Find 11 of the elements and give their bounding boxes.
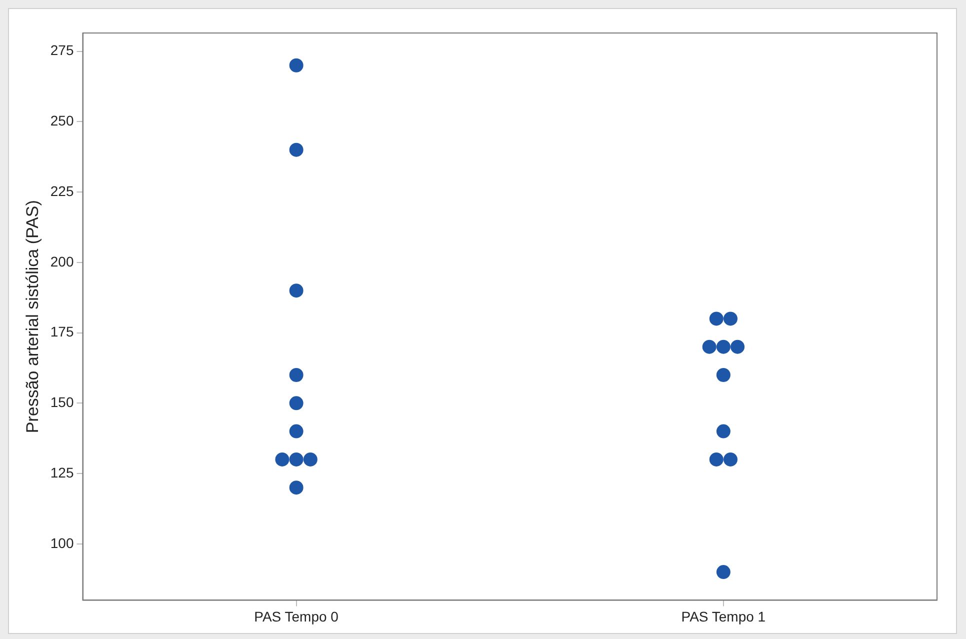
x-tick-label: PAS Tempo 0 [254, 608, 339, 624]
y-tick-label: 125 [50, 464, 74, 480]
y-tick-label: 250 [50, 112, 74, 129]
x-tick-label: PAS Tempo 1 [681, 608, 766, 624]
y-tick-label: 100 [50, 534, 74, 551]
y-tick-label: 150 [50, 394, 74, 410]
y-tick-label: 225 [50, 182, 74, 199]
y-axis-title: Pressão arterial sistólica (PAS) [22, 200, 42, 434]
y-tick-label: 275 [50, 42, 74, 58]
y-tick-label: 200 [50, 253, 74, 270]
y-tick-label: 175 [50, 324, 74, 340]
